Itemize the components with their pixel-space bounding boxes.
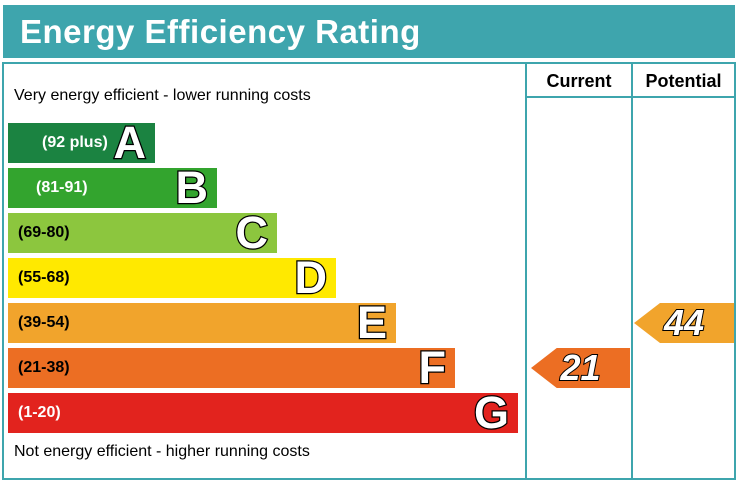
band-b-range-label: (81-91) — [36, 179, 88, 196]
band-g-range-label: (1-20) — [18, 404, 61, 421]
top-caption: Very energy efficient - lower running co… — [14, 87, 311, 104]
band-c-letter: C — [234, 207, 269, 258]
band-a-range-label: (92 plus) — [42, 134, 108, 151]
page-title: Energy Efficiency Rating — [20, 12, 421, 50]
current-rating-value: 21 — [559, 347, 601, 388]
band-e-letter: E — [356, 297, 389, 348]
potential-column-divider — [631, 64, 633, 478]
band-d-range-label: (55-68) — [18, 269, 70, 286]
band-f-range-label: (21-38) — [18, 359, 70, 376]
band-d-letter: D — [293, 252, 328, 303]
current-column-header: Current — [546, 70, 612, 91]
band-b: (81-91) B — [8, 162, 217, 213]
band-f-letter: F — [417, 342, 447, 393]
band-a: (92 plus) A — [8, 117, 155, 168]
band-g-letter: G — [473, 387, 511, 438]
band-c-range-label: (69-80) — [18, 224, 70, 241]
band-e-range-label: (39-54) — [18, 314, 70, 331]
band-f: (21-38) F — [8, 342, 455, 393]
potential-column-header: Potential — [645, 70, 722, 91]
band-c: (69-80) C — [8, 207, 277, 258]
band-a-letter: A — [112, 117, 147, 168]
bottom-caption: Not energy efficient - higher running co… — [14, 443, 310, 460]
band-b-letter: B — [174, 162, 209, 213]
title-bar: Energy Efficiency Rating — [3, 5, 735, 58]
current-column-divider — [525, 64, 527, 478]
potential-rating-value: 44 — [663, 302, 705, 343]
header-divider-line — [525, 96, 734, 98]
band-e: (39-54) E — [8, 297, 396, 348]
band-g: (1-20) G — [8, 387, 518, 438]
band-d: (55-68) D — [8, 252, 336, 303]
